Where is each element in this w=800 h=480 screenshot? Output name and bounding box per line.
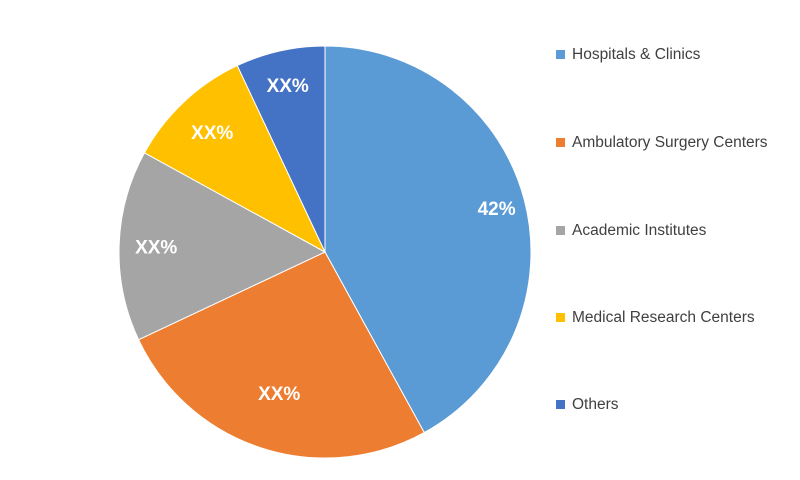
legend-item-5: Others	[556, 394, 796, 416]
pie-slice-2	[137, 251, 425, 459]
legend-item-4: Medical Research Centers	[556, 307, 796, 329]
legend-swatch	[556, 400, 565, 409]
legend-item-1: Hospitals & Clinics	[556, 44, 796, 66]
legend-item-2: Ambulatory Surgery Centers	[556, 132, 796, 154]
pie-slice-1	[324, 45, 532, 434]
data-label-5: XX%	[267, 76, 309, 97]
legend-label: Ambulatory Surgery Centers	[572, 134, 768, 151]
legend-label: Hospitals & Clinics	[572, 46, 701, 63]
legend-swatch	[556, 313, 565, 322]
pie-slice-3	[118, 152, 327, 341]
legend-label: Academic Institutes	[572, 222, 707, 239]
data-label-4: XX%	[191, 123, 233, 144]
data-label-3: XX%	[135, 238, 177, 259]
pie-slices	[118, 45, 532, 459]
pie-slice-5	[236, 45, 326, 253]
legend-label: Medical Research Centers	[572, 309, 755, 326]
pie-data-labels: 42% XX% XX% XX% XX%	[135, 76, 516, 405]
legend-label: Others	[572, 396, 619, 413]
data-label-2: XX%	[258, 384, 300, 405]
legend-swatch	[556, 138, 565, 147]
legend-swatch	[556, 50, 565, 59]
pie-slice-4	[143, 64, 327, 254]
legend-item-3: Academic Institutes	[556, 220, 796, 242]
data-label-1: 42%	[478, 199, 516, 220]
legend-swatch	[556, 226, 565, 235]
